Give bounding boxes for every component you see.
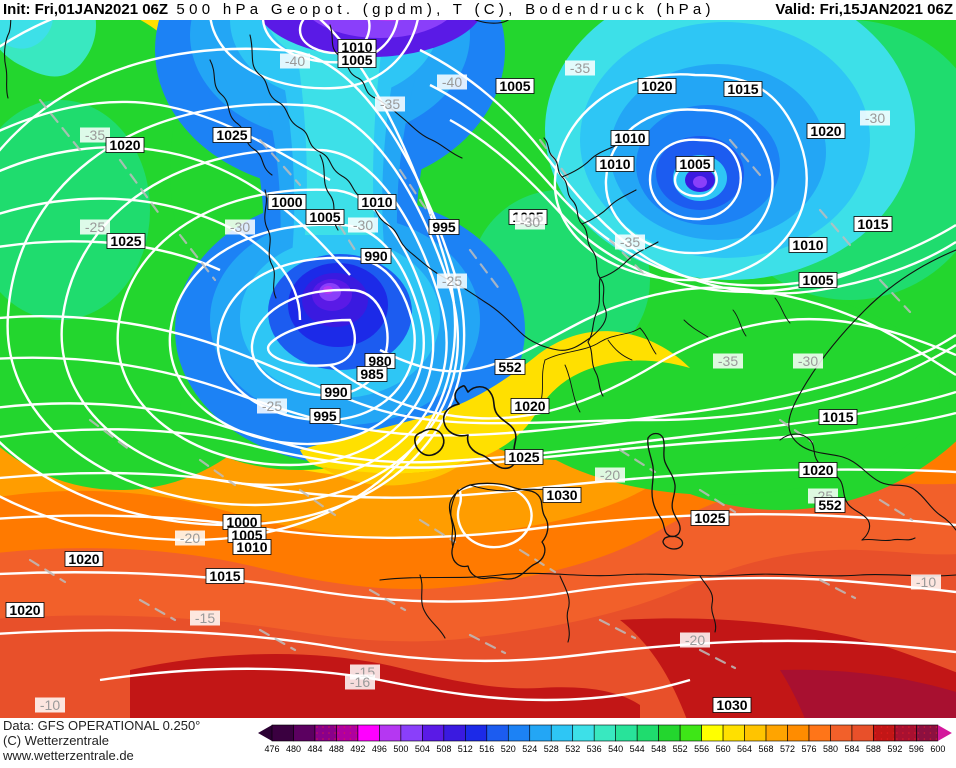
svg-text:536: 536 [587, 744, 602, 754]
svg-text:1025: 1025 [216, 127, 247, 143]
svg-text:1010: 1010 [792, 237, 823, 253]
svg-text:-30: -30 [798, 353, 818, 369]
svg-text:990: 990 [364, 248, 388, 264]
svg-text:-30: -30 [865, 110, 885, 126]
svg-text:1015: 1015 [857, 216, 888, 232]
svg-text:588: 588 [866, 744, 881, 754]
svg-text:512: 512 [458, 744, 473, 754]
svg-text:-15: -15 [195, 610, 215, 626]
svg-text:-20: -20 [600, 467, 620, 483]
svg-text:-30: -30 [230, 219, 250, 235]
svg-text:1005: 1005 [309, 209, 340, 225]
svg-text:1005: 1005 [499, 78, 530, 94]
svg-text:552: 552 [818, 497, 842, 513]
svg-text:1030: 1030 [716, 697, 747, 713]
svg-text:544: 544 [630, 744, 645, 754]
svg-text:1020: 1020 [810, 123, 841, 139]
svg-text:-35: -35 [718, 353, 738, 369]
svg-text:1020: 1020 [802, 462, 833, 478]
svg-text:480: 480 [286, 744, 301, 754]
svg-text:1010: 1010 [599, 156, 630, 172]
svg-text:-40: -40 [442, 74, 462, 90]
svg-text:548: 548 [651, 744, 666, 754]
svg-text:-16: -16 [350, 674, 370, 690]
svg-text:556: 556 [694, 744, 709, 754]
svg-text:552: 552 [498, 359, 522, 375]
svg-text:-10: -10 [40, 697, 60, 713]
svg-text:-35: -35 [620, 234, 640, 250]
svg-text:520: 520 [501, 744, 516, 754]
svg-text:1020: 1020 [514, 398, 545, 414]
svg-text:516: 516 [479, 744, 494, 754]
svg-text:568: 568 [759, 744, 774, 754]
svg-text:528: 528 [544, 744, 559, 754]
svg-text:1015: 1015 [822, 409, 853, 425]
svg-text:532: 532 [565, 744, 580, 754]
svg-text:-30: -30 [520, 214, 540, 230]
svg-text:-35: -35 [380, 96, 400, 112]
svg-text:584: 584 [844, 744, 859, 754]
svg-text:1020: 1020 [9, 602, 40, 618]
svg-text:1015: 1015 [727, 81, 758, 97]
svg-text:1010: 1010 [361, 194, 392, 210]
svg-text:1020: 1020 [68, 551, 99, 567]
svg-text:995: 995 [432, 219, 456, 235]
svg-text:1010: 1010 [236, 539, 267, 555]
svg-text:1025: 1025 [694, 510, 725, 526]
svg-text:1030: 1030 [546, 487, 577, 503]
svg-text:488: 488 [329, 744, 344, 754]
svg-text:600: 600 [930, 744, 945, 754]
svg-text:995: 995 [313, 408, 337, 424]
svg-text:1025: 1025 [508, 449, 539, 465]
svg-text:-30: -30 [353, 217, 373, 233]
svg-text:-20: -20 [180, 530, 200, 546]
svg-text:560: 560 [716, 744, 731, 754]
svg-text:1025: 1025 [110, 233, 141, 249]
svg-text:540: 540 [608, 744, 623, 754]
svg-text:492: 492 [350, 744, 365, 754]
svg-text:-35: -35 [85, 127, 105, 143]
svg-text:596: 596 [909, 744, 924, 754]
svg-text:-40: -40 [285, 53, 305, 69]
svg-text:985: 985 [360, 366, 384, 382]
svg-text:476: 476 [264, 744, 279, 754]
svg-text:552: 552 [673, 744, 688, 754]
svg-text:564: 564 [737, 744, 752, 754]
svg-text:576: 576 [801, 744, 816, 754]
svg-text:-25: -25 [85, 219, 105, 235]
svg-text:592: 592 [887, 744, 902, 754]
svg-text:500: 500 [393, 744, 408, 754]
svg-text:-25: -25 [262, 398, 282, 414]
svg-text:1015: 1015 [209, 568, 240, 584]
svg-text:580: 580 [823, 744, 838, 754]
svg-text:1005: 1005 [341, 52, 372, 68]
svg-text:1005: 1005 [679, 156, 710, 172]
svg-text:1020: 1020 [641, 78, 672, 94]
svg-text:524: 524 [522, 744, 537, 754]
svg-text:-10: -10 [916, 574, 936, 590]
svg-text:1010: 1010 [614, 130, 645, 146]
svg-text:484: 484 [307, 744, 322, 754]
svg-text:990: 990 [324, 384, 348, 400]
svg-text:1020: 1020 [109, 137, 140, 153]
svg-text:-35: -35 [570, 60, 590, 76]
svg-text:-25: -25 [442, 273, 462, 289]
svg-text:1005: 1005 [802, 272, 833, 288]
svg-text:504: 504 [415, 744, 430, 754]
svg-text:508: 508 [436, 744, 451, 754]
svg-text:1000: 1000 [271, 194, 302, 210]
svg-text:572: 572 [780, 744, 795, 754]
svg-text:-20: -20 [685, 632, 705, 648]
svg-text:496: 496 [372, 744, 387, 754]
